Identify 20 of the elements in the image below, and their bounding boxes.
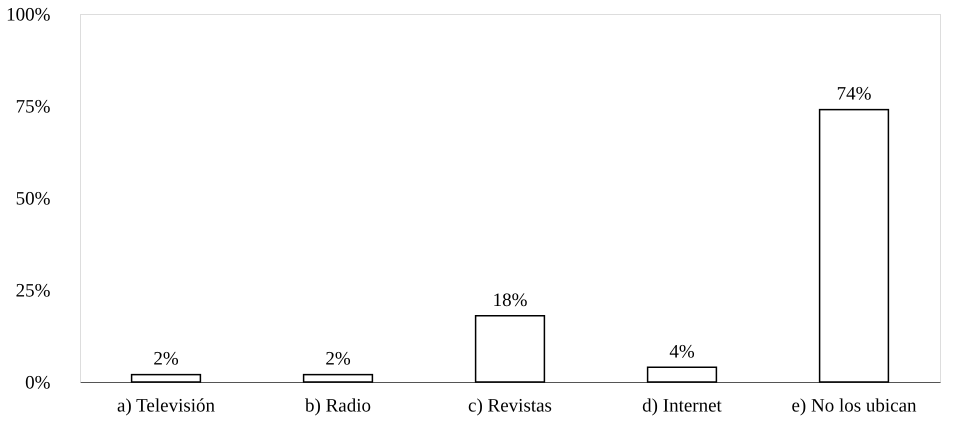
bar (646, 366, 718, 383)
data-label: 2% (153, 348, 179, 370)
x-tick-label: c) Revistas (468, 396, 552, 416)
x-tick-label: d) Internet (642, 396, 723, 416)
y-tick-label: 75% (16, 96, 51, 118)
data-label: 74% (836, 84, 872, 105)
x-tick-label: e) No los ubican (791, 396, 918, 416)
y-tick-label: 0% (25, 372, 51, 394)
bar (302, 374, 374, 383)
data-label: 18% (492, 290, 528, 311)
data-label: 4% (669, 341, 695, 362)
y-tick-label: 50% (16, 188, 51, 210)
y-tick-label: 100% (6, 4, 51, 26)
bar (130, 374, 202, 383)
x-tick-label: b) Radio (305, 396, 371, 416)
x-tick-label: a) Televisión (116, 396, 216, 416)
data-label: 2% (325, 348, 351, 370)
bar (474, 315, 546, 383)
bar (818, 108, 890, 383)
y-tick-label: 25% (16, 280, 51, 302)
